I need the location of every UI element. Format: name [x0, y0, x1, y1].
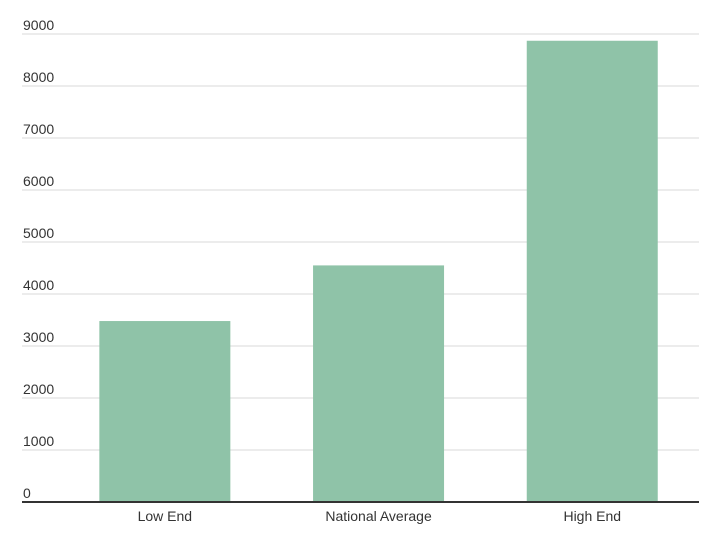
y-tick-label-2000: 2000 — [23, 381, 54, 397]
y-tick-label-4000: 4000 — [23, 277, 54, 293]
bars — [99, 40, 658, 502]
y-tick-label-6000: 6000 — [23, 173, 54, 189]
x-axis-category-labels: Low End National Average High End — [138, 508, 621, 524]
x-category-label-high-end: High End — [563, 508, 621, 524]
y-tick-label-3000: 3000 — [23, 329, 54, 345]
y-tick-label-7000: 7000 — [23, 121, 54, 137]
bar-national-average — [313, 265, 445, 502]
y-axis-tick-labels: 0 1000 2000 3000 4000 5000 6000 7000 8000 9000 — [23, 17, 54, 501]
y-tick-label-8000: 8000 — [23, 69, 54, 85]
y-tick-label-9000: 9000 — [23, 17, 54, 33]
bar-low-end — [99, 321, 231, 502]
y-tick-label-1000: 1000 — [23, 433, 54, 449]
x-category-label-national-average: National Average — [325, 508, 432, 524]
y-tick-label-0: 0 — [23, 485, 31, 501]
x-category-label-low-end: Low End — [138, 508, 192, 524]
y-tick-label-5000: 5000 — [23, 225, 54, 241]
bar-high-end — [526, 40, 658, 502]
